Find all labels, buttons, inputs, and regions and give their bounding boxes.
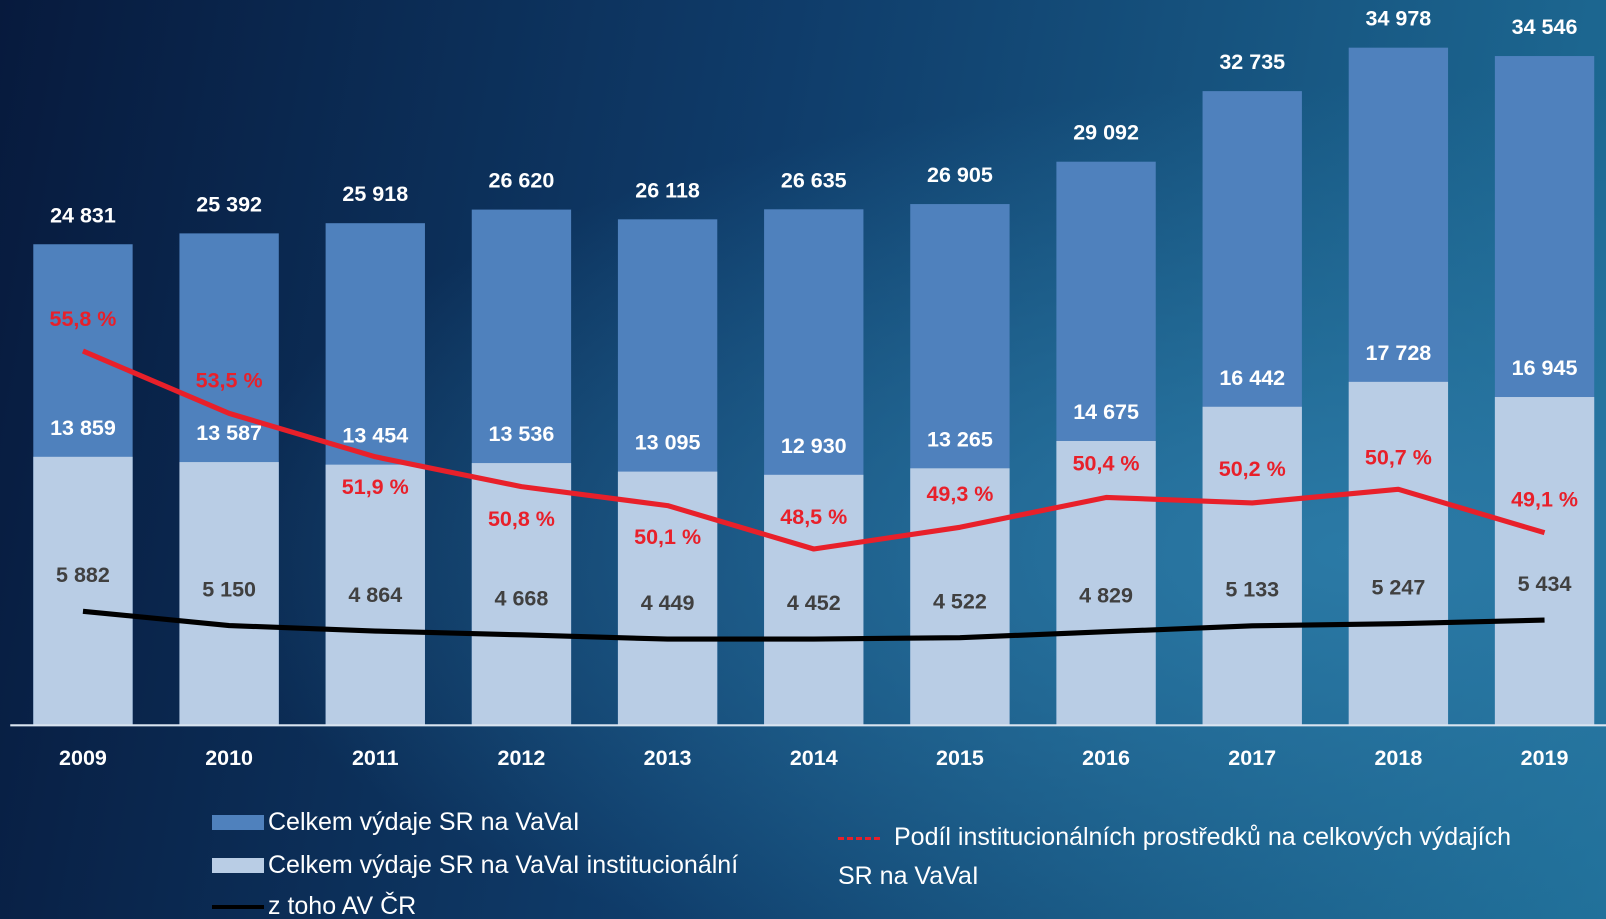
data-label: 53,5 % [196, 368, 263, 392]
data-label: 4 449 [641, 591, 695, 615]
data-label: 50,4 % [1073, 451, 1140, 475]
data-label: 25 392 [196, 192, 262, 216]
data-label: 13 859 [50, 416, 116, 440]
legend-label: z toho AV ČR [268, 892, 416, 919]
x-tick-label: 2012 [498, 746, 546, 770]
data-label: 34 978 [1366, 7, 1432, 31]
data-label: 5 133 [1225, 578, 1279, 602]
legend-label: Celkem výdaje SR na VaVaI institucionáln… [268, 851, 738, 880]
x-tick-label: 2011 [352, 746, 399, 770]
legend-label: Podíl institucionálních prostředků na ce… [838, 823, 1511, 890]
x-tick-label: 2009 [59, 746, 107, 770]
data-label: 5 247 [1371, 575, 1425, 599]
data-label: 13 587 [196, 421, 262, 445]
data-label: 29 092 [1073, 121, 1139, 145]
data-label: 5 882 [56, 563, 110, 587]
legend-item: Podíl institucionálních prostředků na ce… [838, 818, 1538, 896]
data-label: 48,5 % [780, 505, 847, 529]
x-tick-label: 2016 [1082, 746, 1130, 770]
x-tick-label: 2010 [205, 746, 253, 770]
data-label: 13 265 [927, 427, 993, 451]
data-label: 49,3 % [926, 482, 993, 506]
x-tick-label: 2018 [1374, 746, 1422, 770]
data-label: 24 831 [50, 203, 116, 227]
legend-swatch [212, 858, 264, 873]
legend-item: Celkem výdaje SR na VaVaI [212, 808, 580, 837]
data-label: 4 668 [495, 587, 549, 611]
data-label: 50,1 % [634, 525, 701, 549]
x-tick-label: 2019 [1521, 746, 1569, 770]
data-label: 16 442 [1219, 366, 1285, 390]
data-label: 14 675 [1073, 400, 1139, 424]
data-label: 26 635 [781, 168, 847, 192]
data-label: 5 434 [1518, 572, 1572, 596]
data-label: 34 546 [1512, 15, 1578, 39]
data-label: 49,1 % [1511, 488, 1578, 512]
chart: 2009 2010 2011 2012 2013 2014 2015 2016 2017 2018… [0, 0, 1606, 919]
data-label: 50,7 % [1365, 445, 1432, 469]
data-label: 50,8 % [488, 507, 555, 531]
x-tick-label: 2014 [790, 746, 838, 770]
bar [1495, 397, 1594, 725]
data-label: 5 150 [202, 577, 256, 601]
data-label: 25 918 [342, 182, 408, 206]
legend-item: Celkem výdaje SR na VaVaI institucionáln… [212, 851, 738, 880]
x-tick-label: 2017 [1228, 746, 1276, 770]
data-label: 55,8 % [49, 307, 116, 331]
x-tick-label: 2015 [936, 746, 984, 770]
legend-label: Celkem výdaje SR na VaVaI [268, 808, 580, 837]
data-label: 32 735 [1219, 50, 1285, 74]
legend-swatch [212, 905, 264, 909]
bar [33, 457, 132, 725]
data-label: 26 620 [489, 169, 555, 193]
data-label: 13 095 [635, 431, 701, 455]
data-label: 4 829 [1079, 584, 1133, 608]
x-tick-label: 2013 [644, 746, 692, 770]
data-label: 50,2 % [1219, 457, 1286, 481]
data-label: 12 930 [781, 434, 847, 458]
data-label: 13 454 [342, 424, 408, 448]
bar [1203, 407, 1302, 726]
bar [1349, 382, 1448, 725]
data-label: 26 118 [635, 178, 700, 202]
legend-swatch [838, 837, 880, 840]
data-label: 16 945 [1512, 356, 1578, 380]
data-label: 26 905 [927, 163, 993, 187]
plot: 2009 2010 2011 2012 2013 2014 2015 2016 2017 2018… [0, 0, 1606, 919]
legend-item: z toho AV ČR [212, 892, 416, 919]
data-label: 4 452 [787, 591, 841, 615]
legend-swatch [212, 815, 264, 830]
data-label: 17 728 [1366, 341, 1432, 365]
data-label: 51,9 % [342, 475, 409, 499]
data-label: 4 522 [933, 590, 987, 614]
data-label: 4 864 [348, 583, 402, 607]
data-label: 13 536 [489, 422, 555, 446]
